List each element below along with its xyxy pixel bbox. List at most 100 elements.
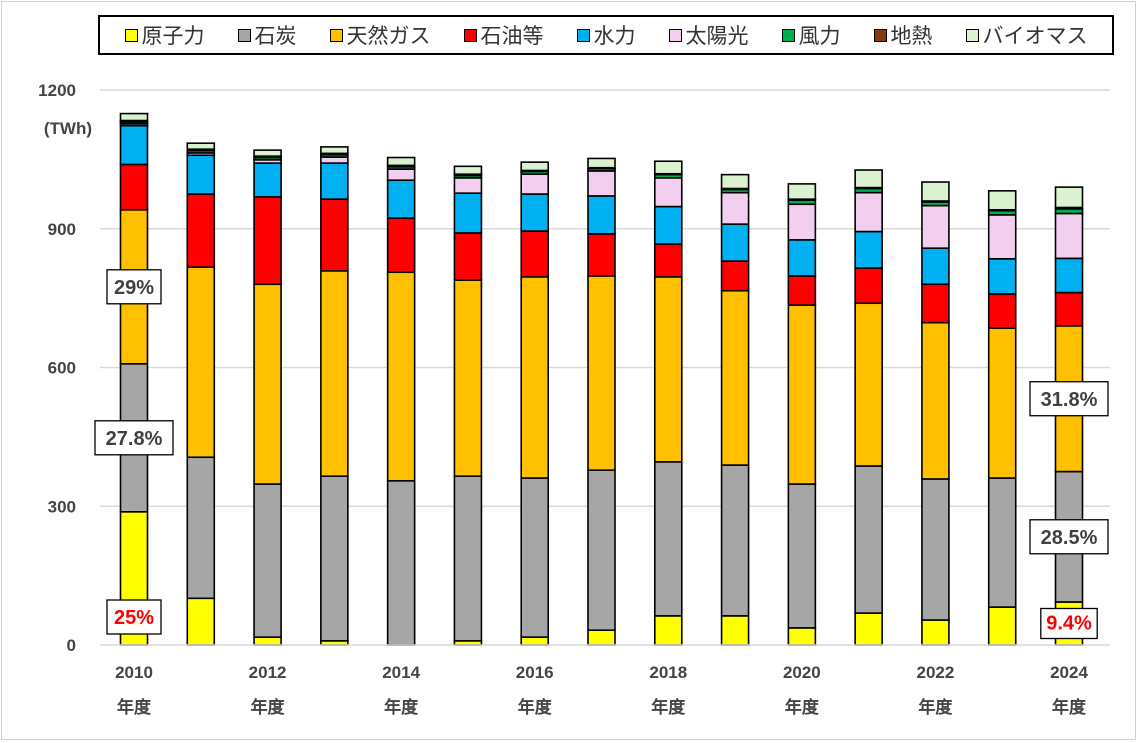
bar-segment [186, 597, 216, 646]
bar-segment [653, 205, 683, 245]
y-tick-label: 900 [48, 220, 76, 239]
bar-segment [787, 275, 817, 306]
legend-swatch [463, 28, 477, 42]
bar-segment [987, 258, 1017, 295]
legend-swatch [781, 28, 795, 42]
bar-segment [453, 232, 483, 281]
bar-segment [520, 477, 550, 638]
x-tick-unit: 年度 [518, 697, 553, 717]
bar-segment [119, 112, 149, 122]
legend-swatch [237, 28, 251, 42]
legend-item: 風力 [781, 20, 841, 50]
bar-segment [854, 302, 883, 467]
percent-annotation: 25% [106, 599, 162, 635]
annotation-box [1040, 607, 1098, 640]
bar-segment [253, 149, 282, 157]
legend-swatch [124, 28, 138, 42]
x-tick-year: 2018 [649, 663, 687, 682]
bar-segment [720, 260, 750, 292]
bar-segment [253, 283, 282, 485]
x-tick-year: 2016 [516, 663, 554, 682]
bar-segment [587, 629, 616, 646]
bar-segment [987, 477, 1017, 608]
bar-segment [587, 275, 616, 471]
bar-segment [854, 230, 883, 269]
bar-segment [720, 464, 750, 617]
legend-swatch [576, 28, 590, 42]
bar-segment [787, 483, 817, 629]
percent-annotation: 28.5% [1029, 519, 1109, 555]
x-tick-unit: 年度 [1052, 697, 1087, 717]
bar-segment [987, 190, 1017, 211]
legend-item: バイオマス [965, 20, 1088, 50]
x-tick-unit: 年度 [384, 697, 419, 717]
legend-swatch [965, 28, 979, 42]
x-tick-unit: 年度 [651, 697, 686, 717]
annotation-box [94, 420, 174, 456]
legend-item: 地熱 [873, 20, 933, 50]
bar-segment [921, 478, 950, 621]
bar-segment [653, 160, 683, 175]
bar-segment [386, 179, 416, 219]
bar-segment [587, 469, 616, 631]
bar-segment [253, 196, 282, 286]
legend-label: 石炭 [254, 24, 297, 48]
bar-segment [653, 177, 683, 208]
bar-segment [186, 154, 216, 195]
chart-legend: 原子力 石炭 天然ガス 石油等 水力 太陽光 風力 地熱 バイオマス [98, 15, 1114, 55]
legend-label: 太陽光 [685, 24, 749, 48]
bar-segment [854, 169, 883, 189]
bar-segment [320, 198, 349, 272]
legend-item: 石炭 [237, 20, 297, 50]
x-tick-year: 2010 [115, 663, 153, 682]
bar-segment [587, 170, 616, 197]
percent-annotation: 27.8% [94, 420, 174, 456]
bar-segment [386, 217, 416, 274]
bar-segment [320, 162, 349, 200]
bar-segment [921, 321, 950, 480]
bar-segment [119, 163, 149, 211]
y-tick-label: 0 [67, 636, 76, 655]
legend-item: 水力 [576, 20, 636, 50]
bar-segment [386, 168, 416, 181]
bar-segment [653, 276, 683, 463]
annotation-text: 29% [114, 277, 154, 299]
bar-segment [653, 615, 683, 646]
bar-segment [854, 612, 883, 646]
bar-segment [520, 230, 550, 278]
legend-swatch [873, 28, 887, 42]
bar-segment [587, 195, 616, 235]
x-tick-year: 2024 [1050, 663, 1088, 682]
bar-segment [119, 124, 149, 166]
bar-segment [320, 156, 349, 164]
y-tick-label: 1200 [38, 81, 76, 100]
bar-segment [186, 193, 216, 268]
bar-segment [854, 267, 883, 305]
bar-segment [520, 636, 550, 646]
legend-item: 原子力 [124, 20, 205, 50]
x-tick-year: 2020 [783, 663, 821, 682]
annotation-text: 31.8% [1041, 389, 1098, 411]
bar-segment [987, 293, 1017, 329]
bar-segment [1054, 257, 1084, 294]
bar-segment [453, 192, 483, 234]
x-tick-unit: 年度 [918, 697, 953, 717]
legend-item: 天然ガス [329, 20, 431, 50]
bar-segment [653, 243, 683, 278]
bar-segment [386, 480, 416, 646]
bar-segment [787, 627, 817, 646]
bar-segment [653, 461, 683, 617]
x-tick-unit: 年度 [117, 697, 152, 717]
legend-label: 地熱 [890, 24, 933, 48]
bar-segment [520, 276, 550, 479]
bar-segment [787, 239, 817, 277]
legend-label: 水力 [593, 24, 636, 48]
bar-segment [453, 279, 483, 477]
annotation-box [1029, 381, 1109, 417]
bar-segment [921, 283, 950, 324]
annotation-text: 27.8% [106, 428, 163, 450]
percent-annotation: 31.8% [1029, 381, 1109, 417]
y-tick-label: 600 [48, 359, 76, 378]
bar-segment [787, 183, 817, 200]
